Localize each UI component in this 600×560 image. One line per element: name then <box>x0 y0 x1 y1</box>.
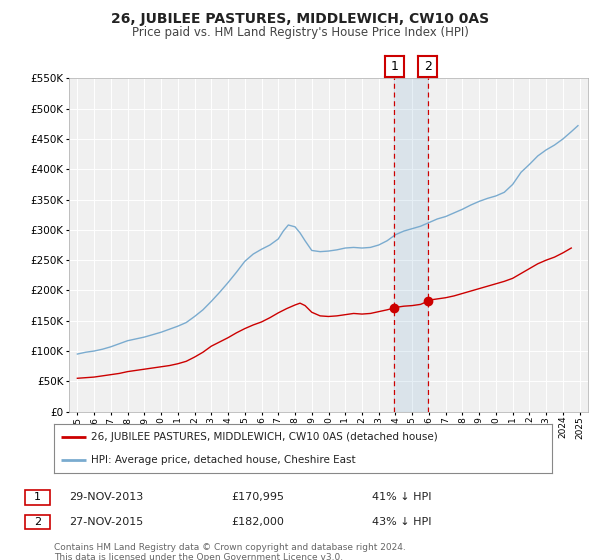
Text: 26, JUBILEE PASTURES, MIDDLEWICH, CW10 0AS (detached house): 26, JUBILEE PASTURES, MIDDLEWICH, CW10 0… <box>91 432 438 442</box>
Text: 43% ↓ HPI: 43% ↓ HPI <box>372 517 431 527</box>
Text: £170,995: £170,995 <box>231 492 284 502</box>
Bar <box>394 78 428 412</box>
Text: 1: 1 <box>390 60 398 73</box>
Text: 2: 2 <box>34 517 41 527</box>
Text: Contains HM Land Registry data © Crown copyright and database right 2024.: Contains HM Land Registry data © Crown c… <box>54 543 406 552</box>
Text: 1: 1 <box>34 492 41 502</box>
Text: 26, JUBILEE PASTURES, MIDDLEWICH, CW10 0AS: 26, JUBILEE PASTURES, MIDDLEWICH, CW10 0… <box>111 12 489 26</box>
Text: 27-NOV-2015: 27-NOV-2015 <box>69 517 143 527</box>
Text: 41% ↓ HPI: 41% ↓ HPI <box>372 492 431 502</box>
Text: This data is licensed under the Open Government Licence v3.0.: This data is licensed under the Open Gov… <box>54 553 343 560</box>
Text: Price paid vs. HM Land Registry's House Price Index (HPI): Price paid vs. HM Land Registry's House … <box>131 26 469 39</box>
Text: 29-NOV-2013: 29-NOV-2013 <box>69 492 143 502</box>
Text: 2: 2 <box>424 60 431 73</box>
Text: £182,000: £182,000 <box>231 517 284 527</box>
Text: HPI: Average price, detached house, Cheshire East: HPI: Average price, detached house, Ches… <box>91 455 356 465</box>
